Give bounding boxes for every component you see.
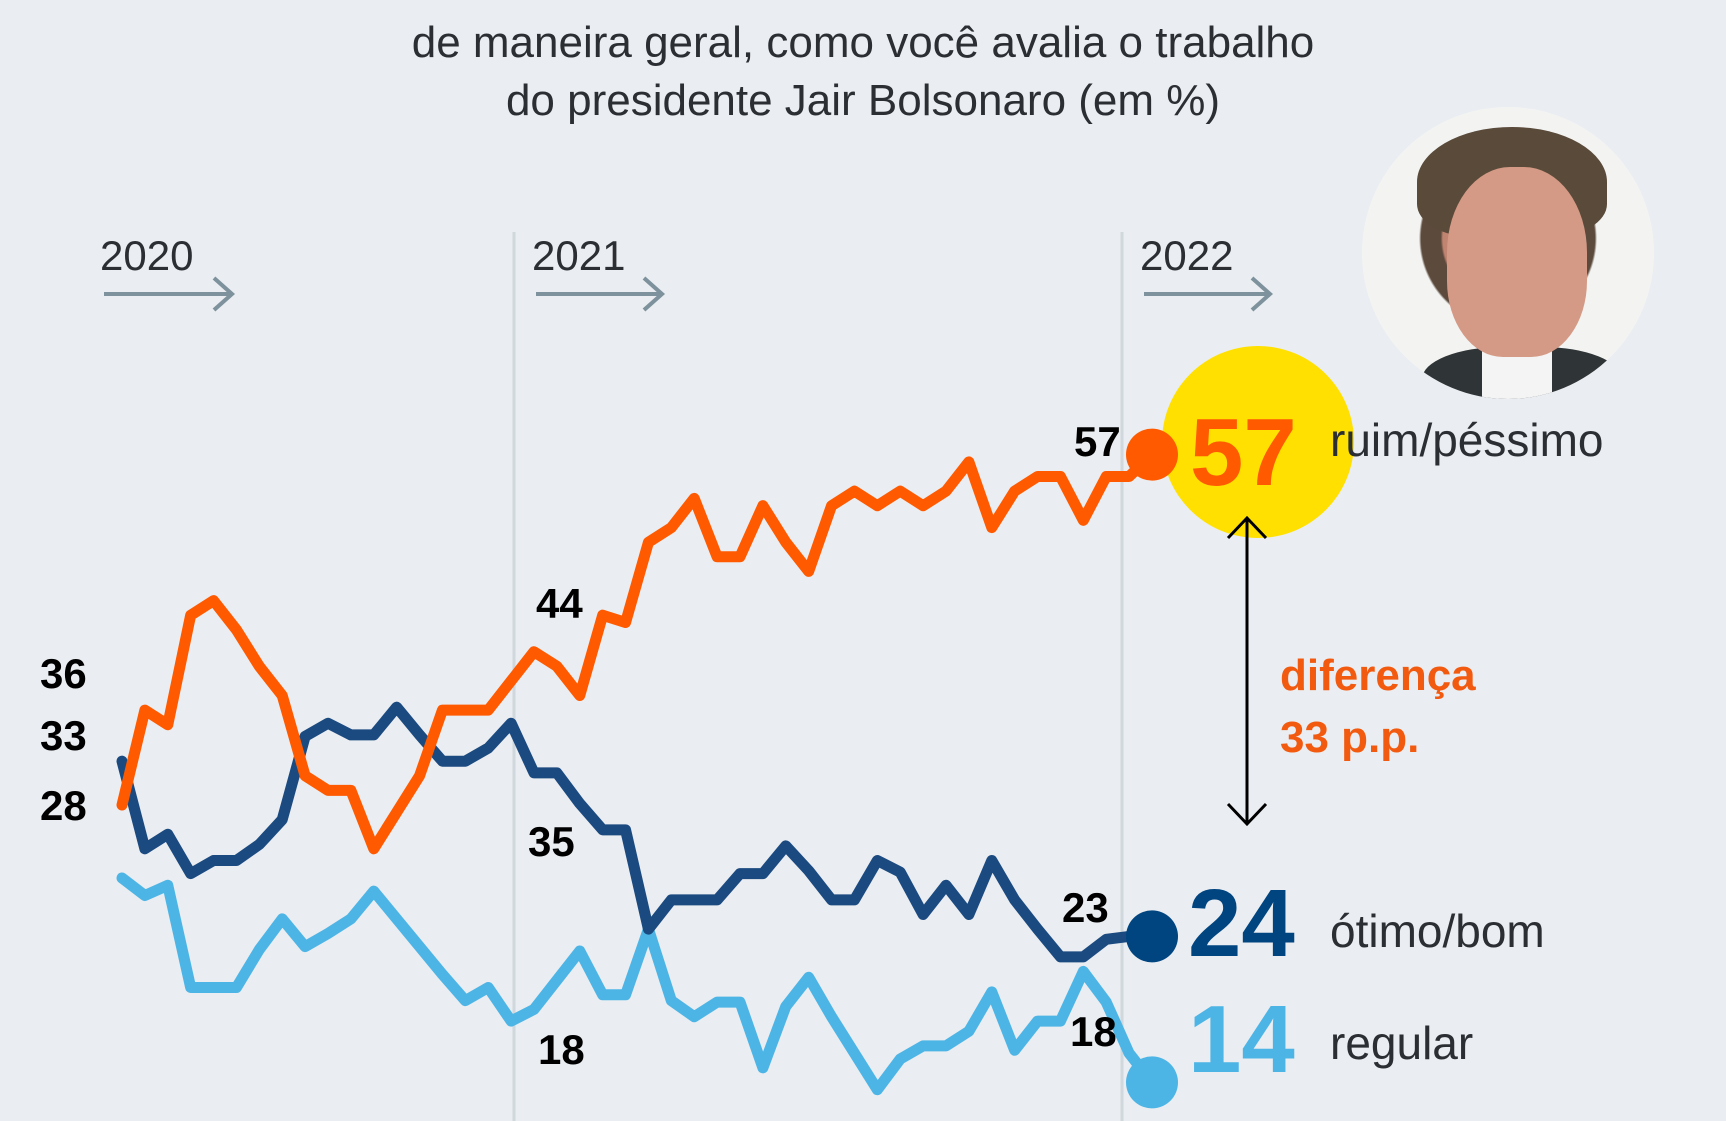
year-arrow-2020 [104, 276, 236, 312]
year-label-2022: 2022 [1140, 232, 1234, 279]
year-arrow-2022 [1144, 276, 1274, 312]
mid-label-regular: 18 [538, 1026, 585, 1073]
year-label-2021: 2021 [532, 232, 626, 279]
end-point-otimo_bom [1126, 910, 1178, 963]
mid-label-otimo: 35 [528, 818, 575, 865]
difference-value: 33 p.p. [1280, 713, 1420, 762]
end-label-regular: 18 [1070, 1008, 1117, 1055]
final-value-regular: 14 [1188, 986, 1295, 1093]
series-line-otimo_bom [116, 701, 1158, 963]
end-label-ruim: 57 [1074, 418, 1121, 465]
start-label-ruim: 33 [40, 712, 87, 759]
chart-title: de maneira geral, como você avalia o tra… [0, 14, 1726, 130]
title-line-2: do presidente Jair Bolsonaro (em %) [505, 76, 1221, 125]
series-line-ruim_pessimo [116, 449, 1158, 855]
category-label-ruim: ruim/péssimo [1330, 414, 1604, 466]
start-label-regular: 28 [40, 782, 87, 829]
end-label-otimo: 23 [1062, 884, 1109, 931]
president-photo [1362, 107, 1654, 399]
difference-annotation: diferença 33 p.p. [1280, 645, 1476, 769]
title-line-1: de maneira geral, como você avalia o tra… [411, 18, 1315, 67]
category-label-otimo: ótimo/bom [1330, 905, 1545, 957]
final-value-ruim: 57 [1190, 399, 1297, 506]
start-label-otimo: 36 [40, 650, 87, 697]
difference-label: diferença [1280, 651, 1476, 700]
category-label-regular: regular [1330, 1017, 1474, 1069]
final-value-otimo: 24 [1188, 870, 1295, 977]
end-point-ruim_pessimo [1126, 428, 1178, 481]
difference-arrow [1226, 515, 1268, 827]
highlight-circle [1162, 346, 1354, 538]
year-arrow-2021 [536, 276, 666, 312]
series-line-regular [116, 872, 1158, 1096]
year-label-2020: 2020 [100, 232, 194, 279]
mid-label-ruim: 44 [536, 580, 583, 627]
end-point-regular [1126, 1056, 1178, 1109]
photo-face [1447, 167, 1587, 357]
